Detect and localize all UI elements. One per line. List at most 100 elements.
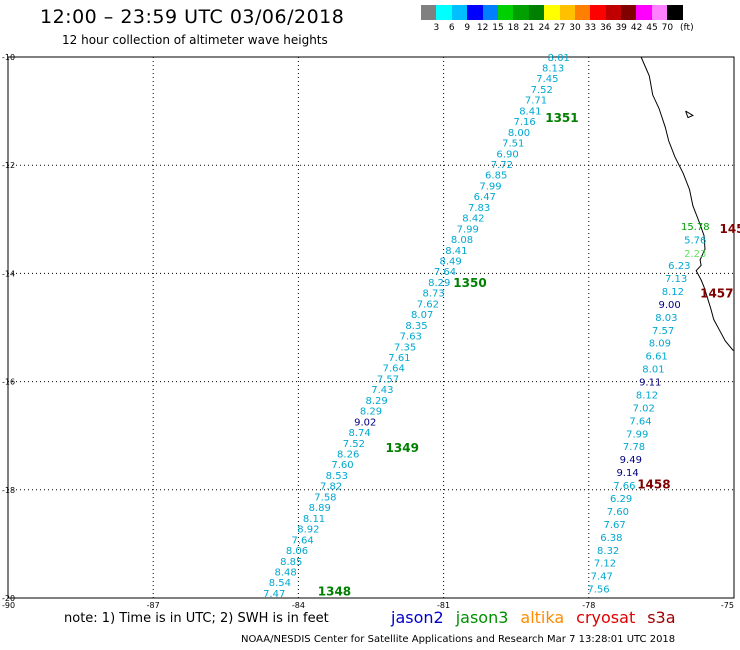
wave-height-value: 8.73 — [422, 289, 444, 300]
orbit-pass-label: 1350 — [453, 276, 486, 290]
wave-height-value: 7.99 — [626, 429, 648, 440]
orbit-pass-label: 145 — [719, 222, 740, 236]
wave-height-value: 8.03 — [655, 313, 677, 324]
wave-height-value: 8.00 — [508, 128, 530, 139]
orbit-pass-label: 1349 — [386, 441, 419, 455]
longitude-tick-label: -90 — [2, 601, 15, 610]
scale-swatch — [544, 5, 560, 20]
wave-height-value: 7.82 — [320, 482, 342, 493]
wave-height-value: 5.76 — [684, 236, 706, 247]
wave-height-value: 8.29 — [360, 407, 382, 418]
scale-label: 21 — [523, 23, 535, 33]
scale-label: 6 — [448, 23, 455, 33]
scale-label: 30 — [569, 23, 581, 33]
wave-height-value: 7.64 — [434, 267, 456, 278]
wave-height-value: 6.61 — [646, 352, 668, 363]
wave-height-value: 7.52 — [531, 85, 553, 96]
wave-height-value: 7.02 — [633, 403, 655, 414]
wave-height-value: 8.48 — [274, 567, 296, 578]
wave-height-value: 9.49 — [620, 455, 642, 466]
wave-height-value: 7.56 — [587, 585, 609, 596]
wave-height-value: 7.60 — [607, 507, 629, 518]
scale-swatch — [421, 5, 437, 20]
wave-height-value: 6.38 — [600, 533, 622, 544]
wave-height-value: 2.23 — [684, 249, 706, 260]
scale-label: 9 — [464, 23, 471, 33]
scale-swatch — [559, 5, 575, 20]
longitude-tick-label: -75 — [721, 601, 734, 610]
wave-height-value: 7.72 — [491, 160, 513, 171]
latitude-tick-label: -10 — [2, 53, 15, 62]
wave-height-value: 8.29 — [366, 396, 388, 407]
wave-height-value: 7.99 — [457, 224, 479, 235]
wave-height-color-scale: 3 6 9 12 15 18 21 24 27 30 33 36 39 42 45 70 (ft) — [421, 5, 694, 37]
scale-swatch — [651, 5, 668, 20]
latitude-tick-label: -18 — [2, 486, 15, 495]
scale-swatch — [497, 5, 514, 20]
scale-label: 36 — [600, 23, 612, 33]
wave-height-value: 7.61 — [388, 353, 410, 364]
wave-height-value: 6.90 — [496, 149, 518, 160]
wave-height-value: 8.13 — [542, 64, 564, 75]
satellite-legend: jason2 jason3 altika cryosat s3a — [391, 608, 688, 627]
latitude-tick-label: -14 — [2, 269, 15, 278]
scale-swatch — [436, 5, 452, 20]
satellite-legend-item: cryosat — [576, 608, 636, 627]
wave-height-value: 15.78 — [681, 222, 710, 233]
scale-swatch — [482, 5, 498, 20]
orbit-pass-label: 1348 — [318, 584, 351, 598]
wave-height-value: 6.85 — [485, 171, 507, 182]
wave-height-value: 7.64 — [383, 364, 405, 375]
scale-label: 3 — [433, 23, 440, 33]
coastline — [640, 56, 734, 351]
latitude-tick-label: -20 — [2, 594, 15, 603]
wave-height-value: 7.64 — [292, 535, 314, 546]
wave-height-value: 7.45 — [536, 74, 558, 85]
wave-height-value: 8.53 — [326, 471, 348, 482]
wave-height-value: 8.09 — [649, 339, 671, 350]
longitude-tick-label: -81 — [437, 601, 450, 610]
wave-height-value: 7.12 — [594, 559, 616, 570]
wave-height-value: 7.13 — [665, 274, 687, 285]
wave-height-value: 8.12 — [662, 287, 684, 298]
wave-height-value: 7.63 — [400, 332, 422, 343]
scale-swatch — [574, 5, 591, 20]
scale-swatch — [621, 5, 637, 20]
wave-height-value: 7.58 — [314, 492, 336, 503]
wave-height-value: 7.16 — [514, 117, 536, 128]
wave-height-value: 7.47 — [263, 589, 285, 600]
wave-height-value: 7.57 — [652, 326, 674, 337]
wave-height-value: 8.41 — [519, 106, 541, 117]
wave-height-value: 8.06 — [286, 546, 308, 557]
orbit-pass-label: 1351 — [545, 111, 578, 125]
wave-height-value: 8.12 — [636, 390, 658, 401]
scale-label: 39 — [615, 23, 627, 33]
wave-height-value: 8.74 — [348, 428, 370, 439]
satellite-legend-item: jason2 — [391, 608, 444, 627]
longitude-tick-label: -84 — [292, 601, 305, 610]
wave-height-value: 7.60 — [331, 460, 353, 471]
wave-height-value: 9.02 — [354, 417, 376, 428]
map-subtitle: 12 hour collection of altimeter wave hei… — [62, 33, 328, 47]
scale-label: 24 — [538, 23, 550, 33]
wave-height-value: 9.14 — [616, 468, 638, 479]
wave-height-value: 8.01 — [642, 365, 664, 376]
wave-height-value: 7.83 — [468, 203, 490, 214]
color-scale-labels: 3 6 9 12 15 18 21 24 27 30 33 36 39 42 45 70 (ft) — [421, 23, 694, 37]
wave-height-value: 8.29 — [428, 278, 450, 289]
wave-height-value: 7.64 — [629, 416, 651, 427]
satellite-legend-item: jason3 — [455, 608, 509, 627]
wave-height-value: 9.11 — [639, 378, 661, 389]
scale-swatch — [590, 5, 606, 20]
wave-height-value: 8.35 — [405, 321, 427, 332]
longitude-tick-label: -78 — [582, 601, 595, 610]
wave-height-value: 8.01 — [548, 53, 570, 64]
island-outline — [685, 110, 694, 119]
latitude-tick-label: -16 — [2, 378, 15, 387]
wave-height-value: 7.47 — [591, 572, 613, 583]
scale-swatch — [605, 5, 622, 20]
scale-label: 18 — [507, 23, 520, 33]
scale-swatch — [636, 5, 652, 20]
